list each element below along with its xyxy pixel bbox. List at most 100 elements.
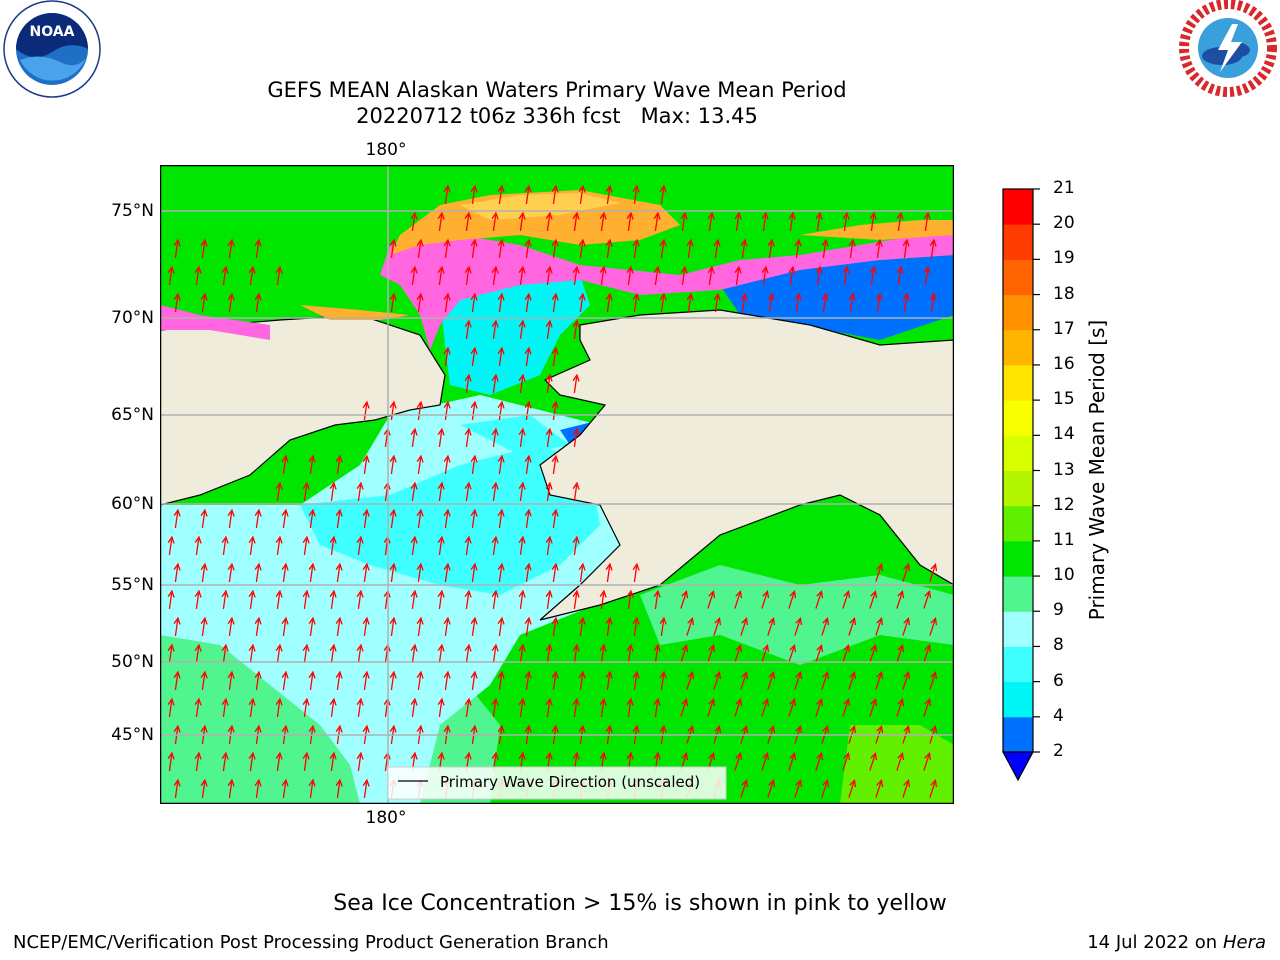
wave-arrow [416, 292, 424, 313]
wave-arrow [605, 670, 613, 691]
wave-arrow [572, 535, 580, 556]
wave-arrow [443, 400, 451, 421]
wave-arrow [200, 724, 208, 745]
wave-arrow [167, 751, 175, 772]
wave-arrow [464, 211, 472, 232]
wave-arrow [875, 238, 883, 259]
wave-arrow [848, 671, 857, 690]
wave-arrow [680, 590, 689, 609]
wave-arrow [848, 779, 857, 798]
noaa-logo-label: NOAA [30, 24, 75, 40]
wave-arrow [254, 292, 262, 313]
wave-arrow [929, 725, 938, 744]
wave-arrow [929, 563, 938, 582]
wave-arrow [842, 265, 850, 286]
wave-arrow [578, 292, 586, 313]
wave-arrow [659, 238, 667, 259]
wave-arrow [362, 778, 370, 799]
wave-arrow [929, 292, 937, 313]
colorbar-tick-label: 9 [1053, 600, 1064, 621]
lon-label-bottom: 180° [365, 808, 407, 828]
legend-label: Primary Wave Direction (unscaled) [440, 773, 700, 791]
wave-arrow [335, 724, 343, 745]
wave-arrow [848, 238, 856, 259]
wave-arrow [491, 697, 499, 718]
colorbar-segment [1003, 716, 1033, 753]
wave-arrow [200, 562, 208, 583]
wave-arrow [389, 400, 397, 421]
wave-arrow [518, 535, 526, 556]
wave-arrow [524, 400, 532, 421]
wave-arrow [572, 211, 580, 232]
wave-arrow [848, 292, 856, 313]
wave-arrow [389, 724, 397, 745]
wave-arrow [227, 292, 235, 313]
colorbar-tick-label: 15 [1053, 389, 1075, 410]
wave-arrow [194, 643, 202, 664]
wave-arrow [491, 373, 499, 394]
wave-arrow [281, 454, 289, 475]
wave-arrow [842, 644, 851, 663]
wave-arrow [686, 292, 694, 313]
lon-label-top: 180° [365, 140, 407, 160]
wave-arrow [545, 319, 553, 340]
wave-arrow [248, 265, 256, 286]
chart-title-line1: GEFS MEAN Alaskan Waters Primary Wave Me… [267, 78, 847, 102]
colorbar-segment [1003, 364, 1033, 401]
wave-arrow [902, 238, 910, 259]
wave-arrow [599, 697, 607, 718]
wave-arrow [545, 211, 553, 232]
wave-arrow [740, 617, 749, 636]
wave-arrow [221, 535, 229, 556]
wave-arrow [362, 508, 370, 529]
wave-arrow [491, 589, 499, 610]
wave-arrow [410, 589, 418, 610]
wave-arrow [167, 589, 175, 610]
wave-arrow [335, 562, 343, 583]
wave-arrow [659, 724, 667, 745]
colorbar-tick-label: 10 [1053, 565, 1075, 586]
wave-arrow [767, 238, 775, 259]
wave-arrow [443, 346, 451, 367]
wave-arrow [254, 670, 262, 691]
wave-arrow [464, 535, 472, 556]
lat-label-75n: 75°N [111, 201, 154, 221]
wave-arrow [761, 265, 769, 286]
wave-arrow [902, 563, 911, 582]
colorbar [1001, 188, 1040, 782]
wave-arrow [464, 697, 472, 718]
wave-arrow [329, 589, 337, 610]
wave-arrow [929, 238, 937, 259]
wave-arrow [545, 535, 553, 556]
wave-arrow [518, 643, 526, 664]
wave-arrow [410, 697, 418, 718]
lat-label-55n: 55°N [111, 575, 154, 595]
wave-arrow [896, 265, 904, 286]
wave-arrow [356, 697, 364, 718]
wave-arrow [707, 644, 716, 663]
wave-arrow [497, 724, 505, 745]
wave-arrow [545, 589, 553, 610]
wave-arrow [329, 697, 337, 718]
colorbar-tick-label: 20 [1053, 213, 1075, 234]
wave-arrow [227, 724, 235, 745]
wave-arrow [470, 400, 478, 421]
wave-arrow [821, 238, 829, 259]
wave-arrow [524, 454, 532, 475]
wave-arrow [470, 454, 478, 475]
wave-arrow [842, 590, 851, 609]
wave-arrow [605, 724, 613, 745]
sea-ice-pink [160, 235, 954, 350]
wave-arrow [740, 238, 748, 259]
wave-arrow [308, 778, 316, 799]
wave-arrow [572, 265, 580, 286]
ocean-field-yellowgreen [840, 725, 954, 804]
wave-arrow [848, 725, 857, 744]
wave-arrow [167, 697, 175, 718]
wave-arrow [767, 671, 776, 690]
sea-ice-orange [300, 190, 954, 320]
wave-arrow [302, 589, 310, 610]
wave-arrow [437, 265, 445, 286]
wave-arrow [659, 292, 667, 313]
wave-arrow [227, 238, 235, 259]
